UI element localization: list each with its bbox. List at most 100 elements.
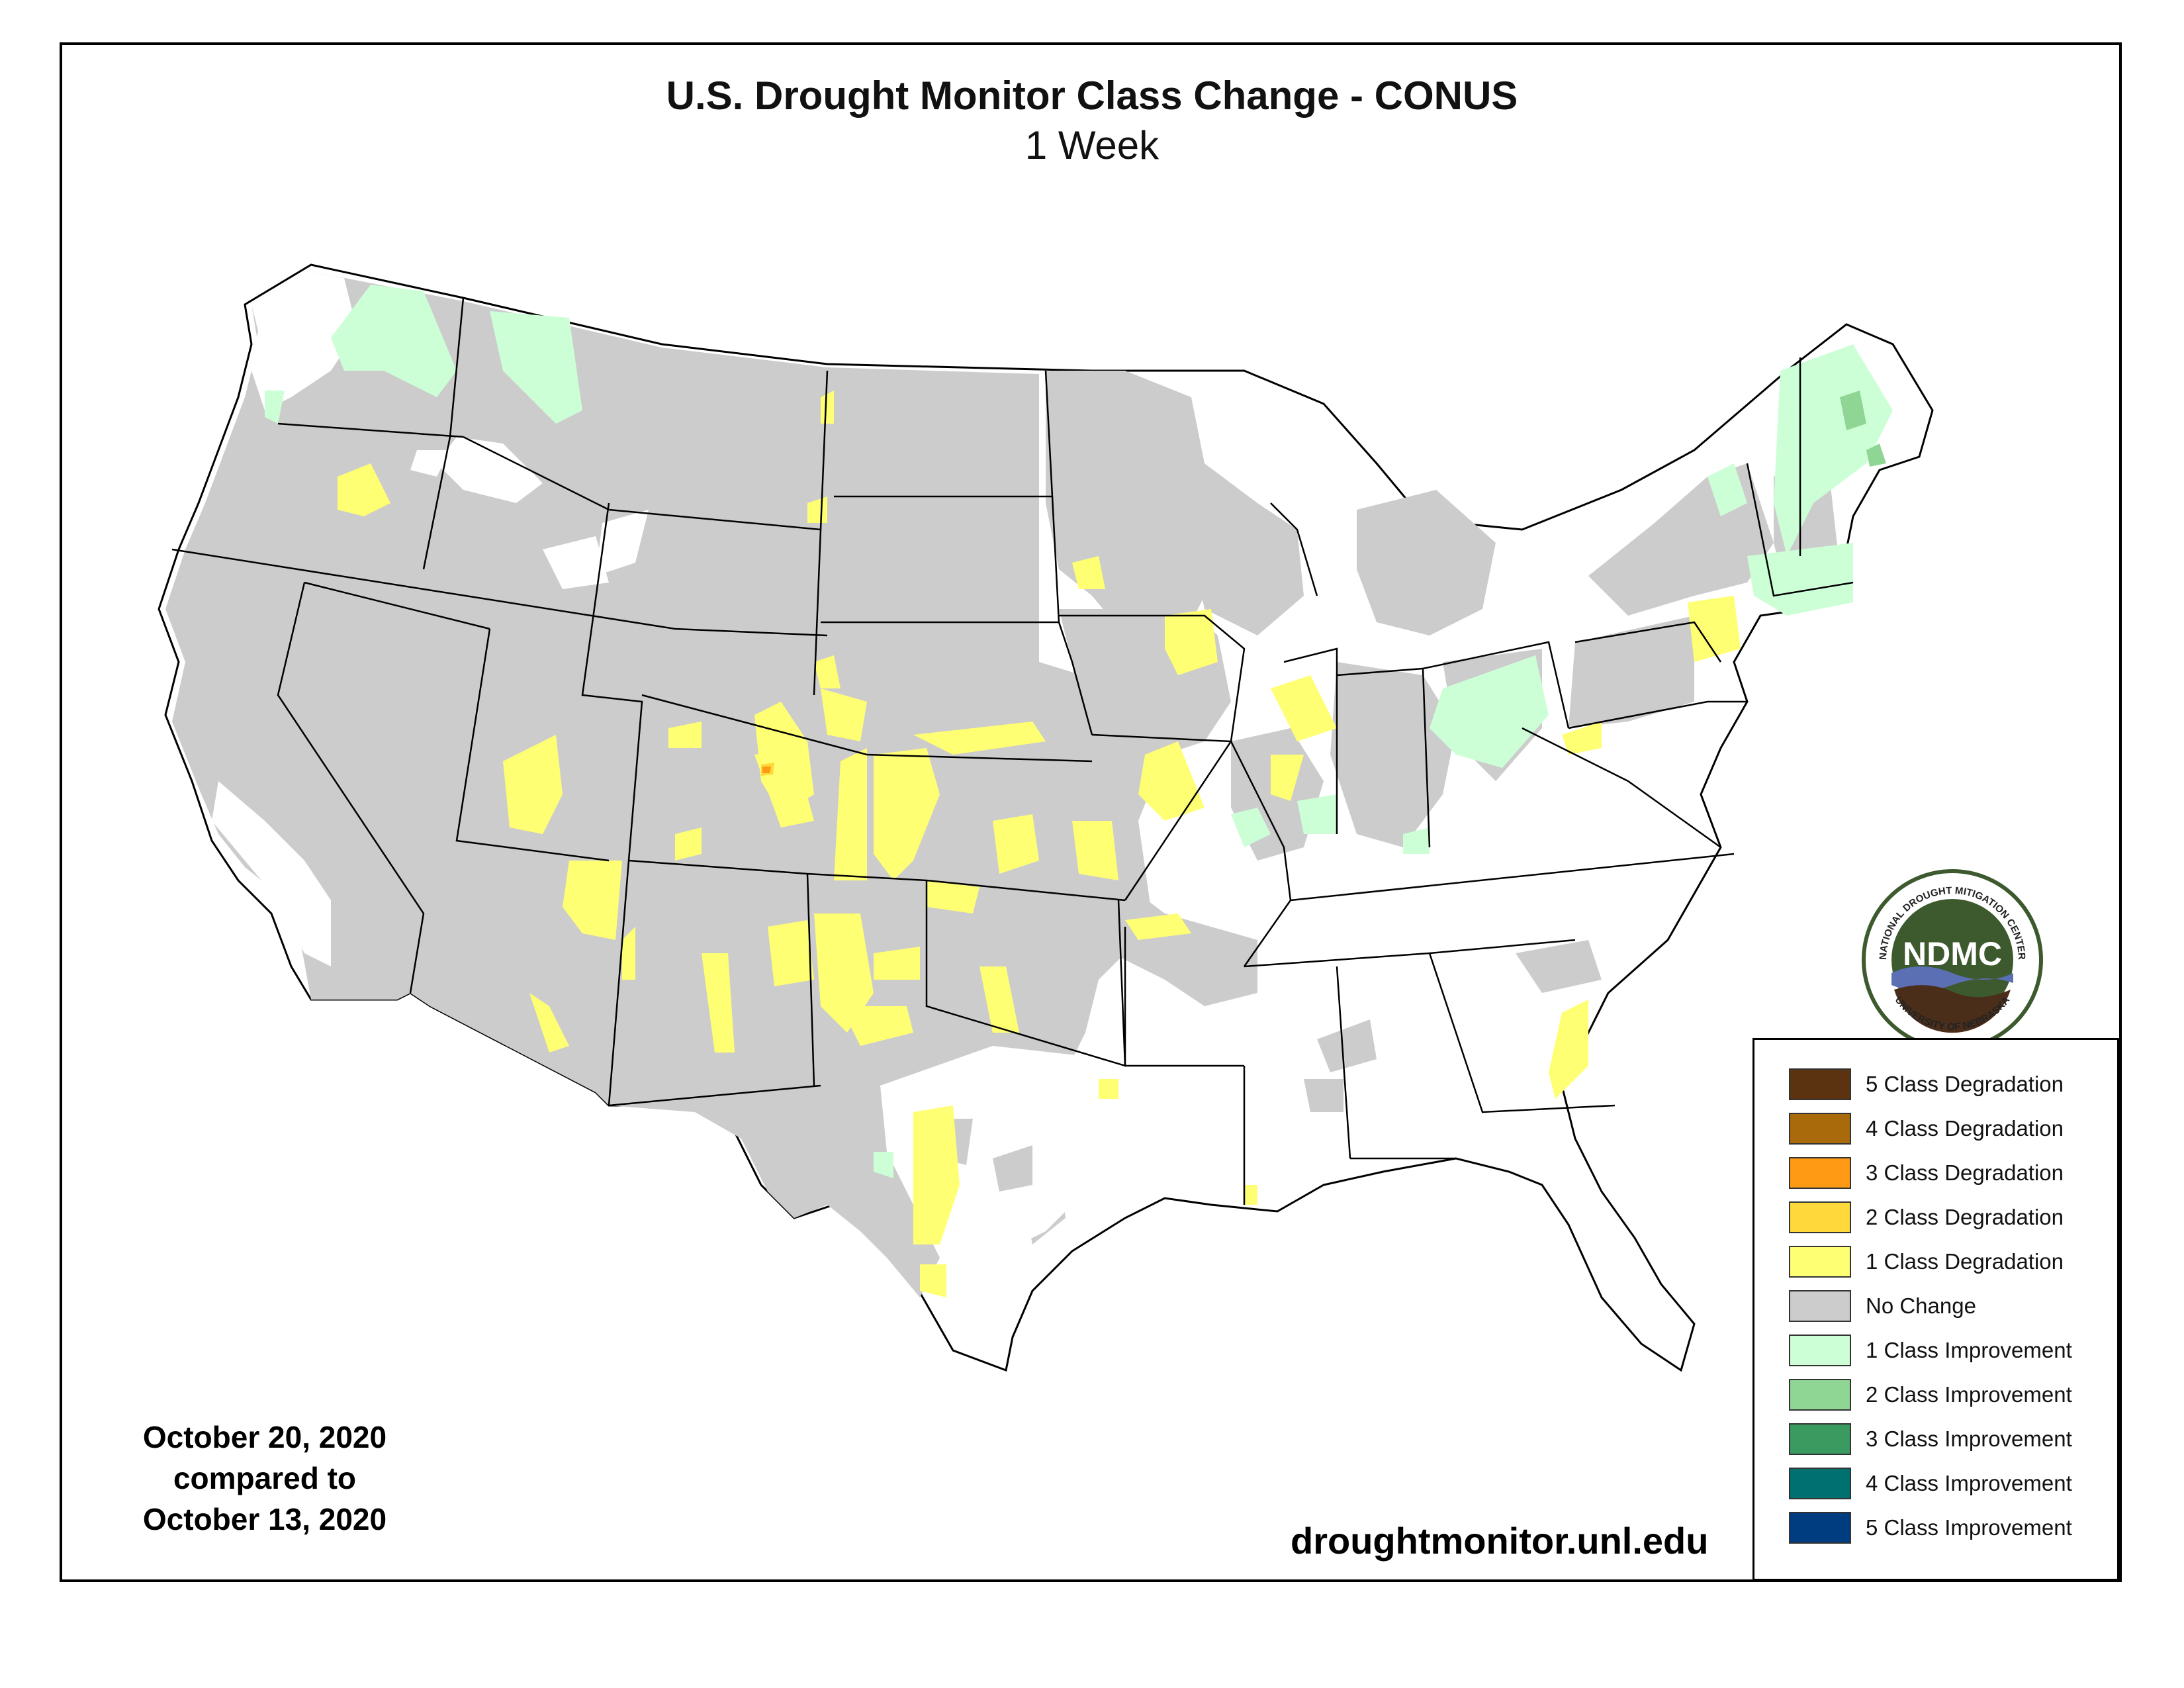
- source-url[interactable]: droughtmonitor.unl.edu: [1291, 1520, 1709, 1562]
- improvement-area: [331, 285, 457, 397]
- state-border: [1283, 647, 1338, 834]
- state-border: [1270, 502, 1318, 596]
- state-border: [463, 436, 610, 511]
- state-border: [608, 1084, 821, 1107]
- degradation-area: [1072, 821, 1118, 880]
- improvement-area: [265, 391, 285, 424]
- improvement-area: [1707, 463, 1747, 516]
- degradation-area: [1072, 556, 1105, 589]
- no-change-southeast: [1304, 1079, 1343, 1112]
- state-borders: [171, 297, 1854, 1205]
- unchanged-area: [251, 271, 357, 410]
- improvement-1-areas: [265, 285, 1893, 1178]
- improvement-2-area: [1840, 391, 1866, 430]
- improvement-area: [1297, 794, 1337, 834]
- legend-item: No Change: [1789, 1289, 1976, 1323]
- degradation-area: [841, 1006, 913, 1046]
- degradation-area: [1244, 1185, 1257, 1205]
- state-border: [925, 880, 1126, 1067]
- logo-abbrev: NDMC: [1903, 935, 2002, 972]
- degradation-area: [1271, 675, 1337, 741]
- state-border: [1422, 641, 1570, 729]
- no-change-texas: [993, 1145, 1032, 1192]
- improvement-area: [1430, 655, 1549, 768]
- legend-item: 5 Class Improvement: [1789, 1511, 2072, 1544]
- state-border: [1290, 853, 1735, 902]
- improvement-area: [1231, 808, 1271, 847]
- degradation-area: [993, 814, 1039, 874]
- degradation-area: [913, 722, 1046, 755]
- degradation-area: [1562, 722, 1602, 755]
- degradation-area: [821, 391, 834, 424]
- legend-item: 2 Class Degradation: [1789, 1201, 2064, 1234]
- degradation-3-area: [762, 767, 771, 773]
- degradation-area: [622, 927, 635, 980]
- legend: 5 Class Degradation 4 Class Degradation 3 …: [1752, 1038, 2119, 1581]
- degradation-area: [675, 827, 702, 861]
- degradation-area: [814, 655, 841, 688]
- state-border: [819, 370, 829, 530]
- state-border: [277, 422, 464, 438]
- degradation-area: [563, 861, 622, 940]
- degradation-area: [768, 920, 814, 986]
- legend-swatch: [1789, 1113, 1851, 1145]
- degradation-area: [1271, 755, 1304, 801]
- degradation-area: [1138, 741, 1205, 821]
- legend-label: 2 Class Degradation: [1866, 1205, 2064, 1229]
- degradation-area: [874, 947, 920, 980]
- no-change-midwest: [1357, 490, 1496, 635]
- degradation-area: [913, 1105, 960, 1244]
- date-compared-to: compared to: [173, 1461, 357, 1495]
- no-change-northeast: [1569, 616, 1694, 728]
- comparison-dates: October 20, 2020 compared to October 13,…: [99, 1417, 430, 1540]
- state-border: [1230, 741, 1292, 967]
- state-border: [455, 628, 610, 862]
- legend-item: 1 Class Degradation: [1789, 1245, 2064, 1278]
- state-border: [628, 859, 1126, 902]
- legend-label: 5 Class Degradation: [1866, 1072, 2064, 1096]
- legend-item: 4 Class Degradation: [1789, 1112, 2064, 1145]
- legend-label: 4 Class Degradation: [1866, 1116, 2064, 1141]
- map-subtitle: 1 Week: [1024, 123, 1160, 167]
- state-border: [304, 581, 490, 630]
- legend-item: 3 Class Improvement: [1789, 1423, 2072, 1456]
- degradation-area: [874, 748, 940, 880]
- degradation-area: [503, 735, 563, 834]
- degradation-area: [821, 688, 867, 741]
- degradation-area: [1165, 609, 1218, 675]
- degradation-area: [927, 880, 979, 914]
- state-border: [1428, 953, 1615, 1113]
- legend-label: 1 Class Degradation: [1866, 1249, 2064, 1274]
- degradation-area: [338, 463, 390, 516]
- legend-label: 2 Class Improvement: [1866, 1382, 2072, 1407]
- legend-item: 1 Class Improvement: [1789, 1334, 2072, 1367]
- no-change-west: [165, 271, 1152, 1297]
- improvement-area: [874, 1152, 893, 1178]
- unchanged-area: [212, 781, 331, 966]
- ndmc-logo: NDMC NATIONAL DROUGHT MITIGATION CENTER …: [1862, 869, 2043, 1051]
- legend-label: 1 Class Improvement: [1866, 1338, 2072, 1362]
- legend-swatch: [1789, 1512, 1851, 1544]
- map-title: U.S. Drought Monitor Class Change - CONU…: [666, 73, 1518, 118]
- legend-swatch: [1789, 1468, 1851, 1499]
- legend-swatch: [1789, 1201, 1851, 1233]
- legend-swatch: [1789, 1246, 1851, 1278]
- legend-swatch: [1789, 1379, 1851, 1411]
- degradation-area: [1549, 1000, 1588, 1099]
- degradation-area: [1125, 914, 1191, 940]
- degradation-area: [529, 993, 569, 1053]
- legend-label: 4 Class Improvement: [1866, 1471, 2072, 1495]
- state-border: [806, 873, 815, 1086]
- legend-item: 3 Class Degradation: [1789, 1156, 2064, 1190]
- map-frame: [60, 42, 2122, 1582]
- improvement-area: [490, 311, 582, 424]
- state-border: [1051, 496, 1093, 735]
- state-border: [277, 582, 425, 994]
- state-border: [641, 694, 1093, 763]
- logo-water: [1891, 966, 2013, 991]
- improvement-area: [1774, 344, 1893, 556]
- date-current: October 20, 2020: [142, 1420, 387, 1454]
- degradation-area: [702, 953, 735, 1053]
- degradation-area: [979, 966, 1019, 1033]
